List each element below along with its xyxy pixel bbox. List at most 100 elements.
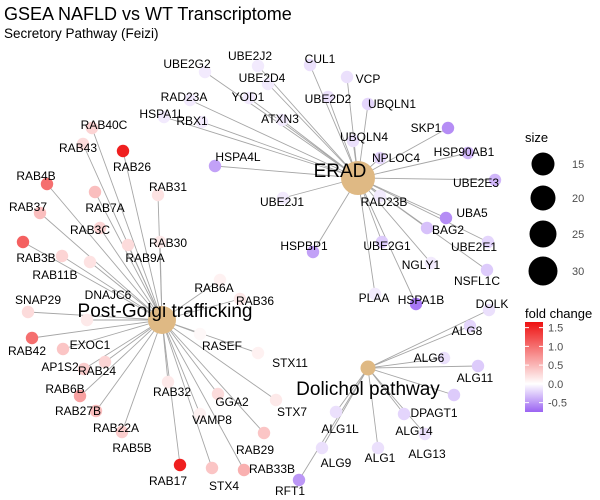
- size-legend-circle-30: [528, 256, 558, 286]
- gene-label-rab6b: RAB6B: [45, 382, 84, 396]
- size-legend-circle-15: [531, 152, 555, 176]
- gene-label-rab30: RAB30: [149, 236, 187, 250]
- gene-node-alg8: [463, 319, 477, 333]
- color-legend-tick-label: -0.5: [548, 398, 567, 410]
- gene-node-hspa4l: [208, 159, 222, 173]
- hub-label-dolichol-pathway: Dolichol pathway: [296, 379, 440, 400]
- gene-node-plaa: [368, 287, 382, 301]
- edge-pgt-rab22a: [95, 319, 163, 412]
- gene-label-nploc4: NPLOC4: [372, 151, 420, 165]
- gene-node-rab43: [76, 137, 90, 151]
- gene-node-alg1l: [329, 405, 343, 419]
- edge-pgt-rab11b: [61, 255, 163, 321]
- gene-node-ube2j1: [276, 191, 290, 205]
- edge-pgt-rab17: [161, 319, 181, 466]
- gene-label-rab7a: RAB7A: [85, 201, 124, 215]
- hub-label-erad: ERAD: [314, 161, 367, 182]
- gene-node-vcp: [340, 70, 354, 84]
- size-legend: size 15 20 25 30: [525, 130, 584, 286]
- gene-label-rab22a: RAB22A: [93, 421, 139, 435]
- edge-dol-alg1: [367, 367, 379, 449]
- gene-label-ube2d4: UBE2D4: [239, 71, 286, 85]
- gene-label-rab43: RAB43: [59, 141, 97, 155]
- gene-node-rab4b: [40, 177, 54, 191]
- edge-pgt-rab6b: [83, 319, 163, 370]
- gene-label-rab17: RAB17: [149, 474, 187, 488]
- gene-node-stx11: [251, 346, 265, 360]
- gene-node-rab42: [25, 331, 39, 345]
- gene-node-ube2j2: [251, 59, 265, 73]
- gene-label-bag2: BAG2: [432, 223, 464, 237]
- edge-pgt-rab7a: [94, 191, 163, 321]
- label-layer: UBE2G2 UBE2J2 CUL1 UBE2D4 VCP YOD1 UBE2D2 UBQLN…: [8, 49, 508, 498]
- gene-node-rab7a: [88, 185, 102, 199]
- edge-pgt-rab33b: [161, 319, 245, 471]
- color-legend: fold change 1.5 1.0 0.5 0.0 -0.5: [525, 306, 592, 412]
- gene-label-alg9: ALG9: [321, 456, 352, 470]
- edge-pgt-ap1s2: [62, 319, 163, 350]
- gene-label-hspbp1: HSPBP1: [280, 239, 328, 253]
- node-layer: [16, 58, 502, 487]
- gene-label-ubqln1: UBQLN1: [368, 97, 416, 111]
- gene-label-stx4: STX4: [209, 479, 239, 493]
- gene-node-hspbp1: [306, 245, 320, 259]
- gene-node-dnajc6: [83, 255, 97, 269]
- edge-erad-hsp90ab1: [357, 152, 469, 179]
- edge-erad-ngly1: [357, 177, 432, 264]
- edge-pgt-rab3c: [99, 227, 163, 321]
- gene-node-ubqln4: [346, 134, 360, 148]
- gene-label-exoc1: EXOC1: [70, 338, 111, 352]
- gene-node-rbx1: [195, 115, 209, 129]
- gene-node-rab6b: [77, 362, 91, 376]
- edge-erad-ube2d4: [267, 83, 359, 179]
- gene-label-rab9a: RAB9A: [125, 251, 164, 265]
- gene-label-rab27b: RAB27B: [55, 404, 101, 418]
- edge-pgt-rab27b: [79, 319, 163, 397]
- gene-node-rab31: [151, 188, 165, 202]
- gene-node-ap1s2: [56, 342, 70, 356]
- gene-node-uba5: [439, 211, 453, 225]
- gene-label-dpagt1: DPAGT1: [410, 406, 457, 420]
- size-legend-label-25: 25: [572, 229, 584, 241]
- gene-label-alg11: ALG11: [457, 371, 494, 385]
- gene-node-ube2d4: [261, 77, 275, 91]
- gene-label-rab36: RAB36: [236, 294, 274, 308]
- gene-node-atxn3: [275, 113, 289, 127]
- gene-label-snap29: SNAP29: [15, 293, 61, 307]
- color-legend-tick-label: 1.5: [548, 323, 563, 335]
- gene-node-ubqln1: [361, 97, 375, 111]
- gene-label-alg8: ALG8: [452, 324, 483, 338]
- gene-label-dnajc6: DNAJC6: [85, 288, 132, 302]
- gene-node-snap29: [21, 305, 35, 319]
- gene-label-cul1: CUL1: [305, 52, 336, 66]
- gene-label-ube2e1: UBE2E1: [451, 240, 497, 254]
- edge-pgt-rab40c: [91, 127, 163, 321]
- gene-node-rab27b: [73, 389, 87, 403]
- gene-node-nploc4: [373, 151, 387, 165]
- edge-pgt-rab3b: [22, 241, 163, 321]
- gene-label-rab3b: RAB3B: [16, 251, 55, 265]
- gene-label-ubqln4: UBQLN4: [340, 130, 388, 144]
- gene-label-alg6: ALG6: [414, 351, 445, 365]
- edge-pgt-rab26: [122, 150, 163, 321]
- gene-node-yod1: [242, 91, 256, 105]
- gene-node-rab17: [173, 458, 187, 472]
- gene-node-ube2g1: [375, 235, 389, 249]
- gene-label-vamp8: VAMP8: [192, 413, 232, 427]
- gene-node-ube2e1: [481, 235, 495, 249]
- gene-node-alg6: [437, 351, 451, 365]
- gene-label-rab42: RAB42: [8, 344, 46, 358]
- gene-label-rab4b: RAB4B: [16, 169, 55, 183]
- gene-node-rab37: [33, 206, 47, 220]
- gene-label-alg14: ALG14: [395, 424, 433, 438]
- gene-node-rft1: [292, 473, 306, 487]
- gene-node-rad23a: [183, 93, 197, 107]
- gene-node-rab40c: [85, 121, 99, 135]
- gene-label-rab26: RAB26: [113, 160, 151, 174]
- gene-node-rab32: [161, 375, 175, 389]
- edge-dol-alg8: [367, 325, 471, 369]
- edge-erad-plaa: [357, 177, 376, 295]
- hub-label-post-golgi-trafficking: Post-Golgi trafficking: [78, 301, 253, 322]
- gene-node-ngly1: [424, 256, 438, 270]
